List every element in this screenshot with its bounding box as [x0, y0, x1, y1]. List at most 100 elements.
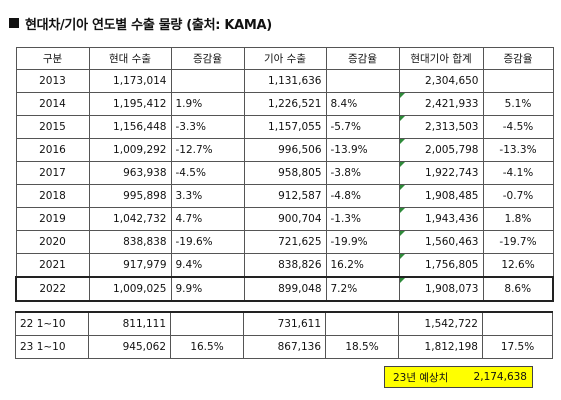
- kia-export-cell: 1,131,636: [243, 69, 327, 93]
- total-cell: 1,560,463: [398, 230, 484, 254]
- year-cell: 2022: [15, 276, 90, 302]
- total-change-cell: 1.8%: [482, 207, 554, 231]
- kia-export-cell: 1,157,055: [243, 115, 327, 139]
- hyundai-export-cell: 1,009,025: [88, 276, 172, 302]
- hyundai-export-cell: 1,009,292: [88, 138, 172, 162]
- period-cell: 22 1~10: [15, 311, 89, 336]
- hyundai-export-cell: 945,062: [88, 335, 171, 359]
- total-change-cell: 17.5%: [482, 335, 553, 359]
- total-cell: 1,922,743: [398, 161, 484, 185]
- total-change-cell: -4.1%: [482, 161, 554, 185]
- kia-change-cell: -3.8%: [325, 161, 400, 185]
- period-cell: 23 1~10: [15, 335, 89, 359]
- year-cell: 2014: [15, 92, 90, 116]
- kia-change-cell: 8.4%: [325, 92, 400, 116]
- hyundai-change-cell: 3.3%: [170, 184, 245, 208]
- header-total-change: 증감율: [482, 47, 554, 70]
- hyundai-change-cell: -3.3%: [170, 115, 245, 139]
- year-cell: 2015: [15, 115, 90, 139]
- year-cell: 2013: [15, 69, 90, 93]
- header-hyundai-export: 현대 수출: [88, 47, 172, 70]
- error-flag-icon: [400, 93, 405, 98]
- header-hyundai-change: 증감율: [170, 47, 245, 70]
- hyundai-export-cell: 963,938: [88, 161, 172, 185]
- page-title-text: 현대차/기아 연도별 수출 물량 (출처: KAMA): [25, 17, 272, 33]
- hyundai-change-cell: 4.7%: [170, 207, 245, 231]
- table-row: 2015 1,156,448 -3.3% 1,157,055 -5.7% 2,3…: [15, 115, 554, 139]
- kia-change-cell: -19.9%: [325, 230, 400, 254]
- ytd-comparison-table: 22 1~10 811,111 731,611 1,542,722 23 1~1…: [15, 311, 553, 359]
- year-cell: 2016: [15, 138, 90, 162]
- error-flag-icon: [400, 162, 405, 167]
- kia-change-cell: 7.2%: [325, 276, 400, 302]
- error-flag-icon: [400, 185, 405, 190]
- table-header-row: 구분 현대 수출 증감율 기아 수출 증감율 현대기아 합계 증감율: [15, 47, 554, 70]
- forecast-label: 23년 예상치: [393, 371, 449, 384]
- total-change-cell: 5.1%: [482, 92, 554, 116]
- table-row: 2020 838,838 -19.6% 721,625 -19.9% 1,560…: [15, 230, 554, 254]
- total-change-cell: 8.6%: [482, 276, 554, 302]
- year-cell: 2017: [15, 161, 90, 185]
- total-change-cell: -19.7%: [482, 230, 554, 254]
- table-row: 2018 995,898 3.3% 912,587 -4.8% 1,908,48…: [15, 184, 554, 208]
- kia-change-cell: -5.7%: [325, 115, 400, 139]
- hyundai-change-cell: -12.7%: [170, 138, 245, 162]
- kia-change-cell: -4.8%: [325, 184, 400, 208]
- hyundai-export-cell: 1,195,412: [88, 92, 172, 116]
- ytd-row: 23 1~10 945,062 16.5% 867,136 18.5% 1,81…: [15, 335, 553, 359]
- kia-export-cell: 900,704: [243, 207, 327, 231]
- table-row-highlighted: 2022 1,009,025 9.9% 899,048 7.2% 1,908,0…: [15, 276, 554, 302]
- forecast-box: 23년 예상치 2,174,638: [384, 366, 533, 388]
- kia-change-cell: -13.9%: [325, 138, 400, 162]
- hyundai-export-cell: 1,173,014: [88, 69, 172, 93]
- table-row: 2019 1,042,732 4.7% 900,704 -1.3% 1,943,…: [15, 207, 554, 231]
- total-change-cell: -0.7%: [482, 184, 554, 208]
- error-flag-icon: [400, 254, 405, 259]
- year-cell: 2021: [15, 253, 90, 278]
- hyundai-export-cell: 1,042,732: [88, 207, 172, 231]
- year-cell: 2018: [15, 184, 90, 208]
- kia-export-cell: 996,506: [243, 138, 327, 162]
- hyundai-change-cell: 9.9%: [170, 276, 245, 302]
- error-flag-icon: [400, 231, 405, 236]
- total-cell: 1,908,073: [398, 276, 484, 302]
- kia-export-cell: 912,587: [243, 184, 327, 208]
- hyundai-change-cell: 16.5%: [170, 335, 244, 359]
- hyundai-export-cell: 838,838: [88, 230, 172, 254]
- kia-export-cell: 721,625: [243, 230, 327, 254]
- hyundai-export-cell: 811,111: [88, 311, 171, 336]
- header-kia-change: 증감율: [325, 47, 400, 70]
- hyundai-export-cell: 995,898: [88, 184, 172, 208]
- total-change-cell: 12.6%: [482, 253, 554, 278]
- total-cell: 1,812,198: [398, 335, 483, 359]
- page-title: 현대차/기아 연도별 수출 물량 (출처: KAMA): [9, 13, 272, 33]
- kia-export-cell: 867,136: [243, 335, 326, 359]
- error-flag-icon: [400, 208, 405, 213]
- square-bullet-icon: [9, 18, 19, 28]
- hyundai-change-cell: [170, 311, 244, 336]
- forecast-value: 2,174,638: [473, 371, 527, 383]
- year-cell: 2019: [15, 207, 90, 231]
- table-row: 2014 1,195,412 1.9% 1,226,521 8.4% 2,421…: [15, 92, 554, 116]
- total-change-cell: -4.5%: [482, 115, 554, 139]
- kia-export-cell: 899,048: [243, 276, 327, 302]
- hyundai-change-cell: -4.5%: [170, 161, 245, 185]
- hyundai-change-cell: -19.6%: [170, 230, 245, 254]
- kia-export-cell: 1,226,521: [243, 92, 327, 116]
- total-change-cell: [482, 69, 554, 93]
- year-cell: 2020: [15, 230, 90, 254]
- ytd-row: 22 1~10 811,111 731,611 1,542,722: [15, 311, 553, 336]
- hyundai-change-cell: 1.9%: [170, 92, 245, 116]
- export-table: 구분 현대 수출 증감율 기아 수출 증감율 현대기아 합계 증감율 2013 …: [15, 47, 554, 302]
- kia-change-cell: 16.2%: [325, 253, 400, 278]
- header-total: 현대기아 합계: [398, 47, 484, 70]
- total-cell: 1,756,805: [398, 253, 484, 278]
- header-kia-export: 기아 수출: [243, 47, 327, 70]
- table-row: 2017 963,938 -4.5% 958,805 -3.8% 1,922,7…: [15, 161, 554, 185]
- kia-change-cell: [325, 69, 400, 93]
- kia-export-cell: 958,805: [243, 161, 327, 185]
- error-flag-icon: [400, 116, 405, 121]
- kia-export-cell: 838,826: [243, 253, 327, 278]
- kia-change-cell: [325, 311, 399, 336]
- total-cell: 2,313,503: [398, 115, 484, 139]
